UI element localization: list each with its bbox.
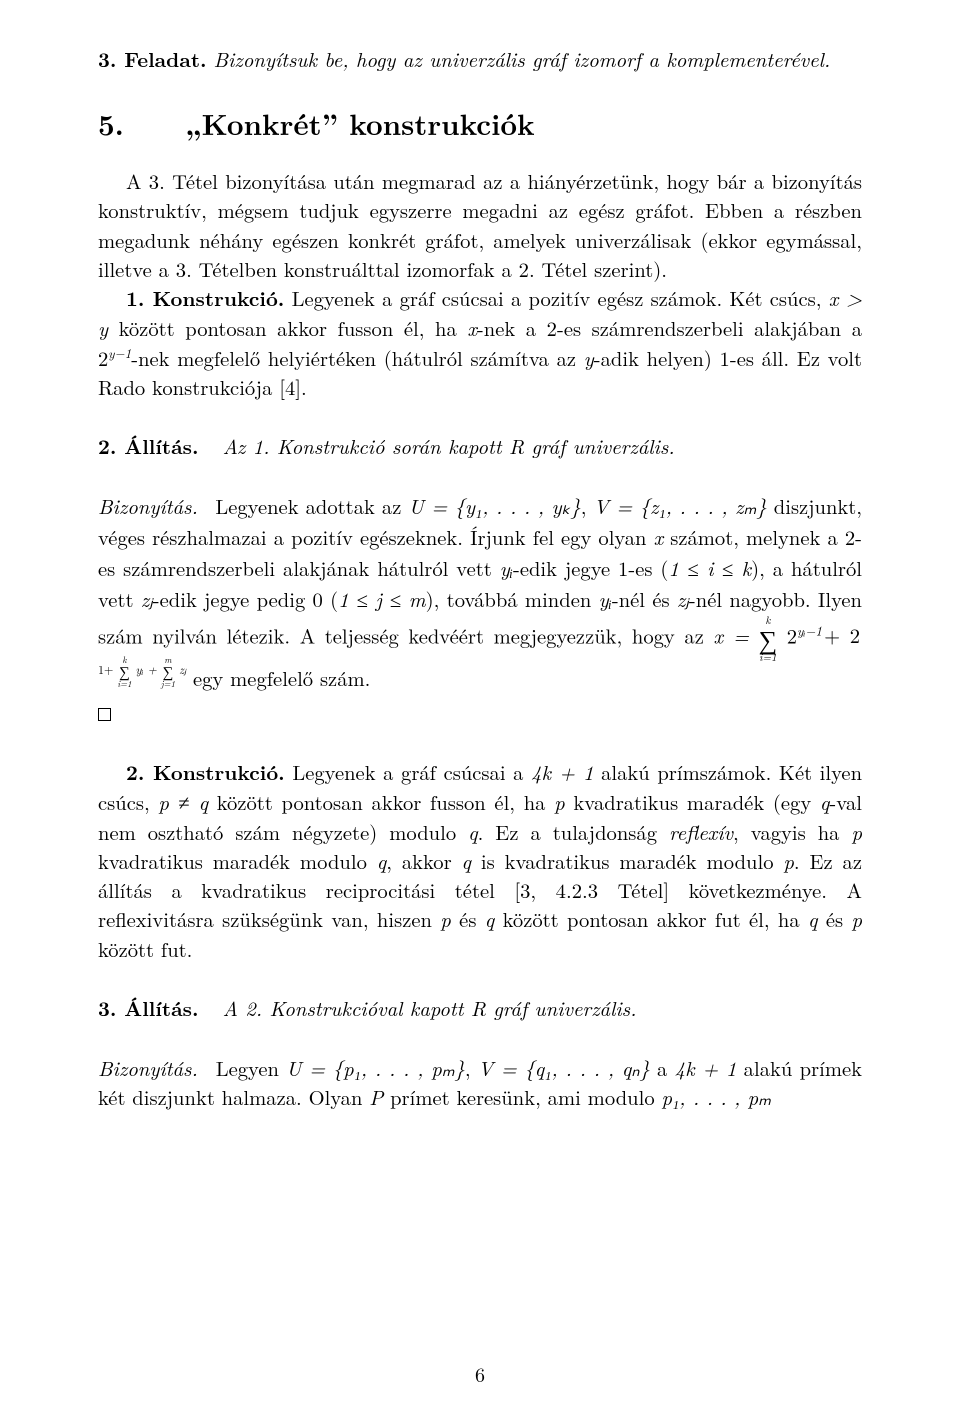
biz2-label: Bizonyítás. [98, 491, 198, 520]
k2-form: 4k + 1 [531, 757, 594, 786]
k2-q3: q [377, 846, 386, 875]
k2-mid9: is kvadratikus maradék modulo [471, 846, 783, 875]
biz3-pre: Legyen [216, 1053, 286, 1082]
k2-pneq: p ≠ q [158, 787, 208, 816]
biz2-x: x [654, 522, 664, 551]
biz3-comma: , [465, 1053, 478, 1082]
biz2-mid6: ), továbbá minden [426, 584, 599, 613]
biz2-U: U = {y₁, . . . , yₖ} [408, 491, 580, 520]
expB-term: zⱼ [179, 661, 186, 678]
k2-q: q [820, 787, 829, 816]
k2-mid7: kvadratikus maradék modulo [98, 846, 377, 875]
k2-end: között fut. [98, 934, 192, 963]
outer-exponent: 1+ k ∑ i=1 yᵢ + m ∑ j=1 zⱼ [98, 655, 186, 688]
sum-1: k ∑ i=1 [759, 615, 778, 663]
biz2-zj2: zⱼ [677, 584, 689, 613]
expA-term: yᵢ + [136, 661, 157, 678]
biz3-mid1: a [650, 1053, 675, 1082]
k2-mid8: , akkor [386, 846, 461, 875]
k2-mid2: között pontosan akkor fusson él, ha [208, 787, 554, 816]
bizonyitas-3: Bizonyítás. Legyen U = {p₁, . . . , pₘ},… [98, 1053, 862, 1111]
biz3-mid3: prímet keresünk, ami modulo [383, 1082, 661, 1111]
biz2-ri: 1 ≤ i ≤ k [668, 553, 751, 582]
k2-p: p [554, 787, 565, 816]
allitas-3: 3. Állítás. A 2. Konstrukcióval kapott R… [98, 993, 862, 1023]
k2-q6: q [808, 904, 817, 933]
intro-paragraph: A 3. Tétel bizonyítása után megmarad az … [98, 166, 862, 283]
bizonyitas-2: Bizonyítás. Legyenek adottak az U = {y₁,… [98, 491, 862, 696]
k1-base: 2 [98, 343, 108, 372]
k1-expo: y−1 [108, 343, 131, 362]
konstrukcio-1-label: 1. Konstrukció. [126, 284, 284, 313]
k1-mid2: -nek a 2-es számrendszerbeli alakjában a [477, 313, 862, 342]
k2-mid6: , vagyis ha [733, 817, 851, 846]
term1-base: 2 [787, 620, 797, 649]
biz2-comma: , [581, 491, 594, 520]
k2-reflexiv: reflexív [669, 817, 733, 846]
sum1-bottom: i=1 [759, 652, 778, 663]
biz2-zj: zⱼ [141, 584, 153, 613]
k2-mid11: között pontosan akkor fut él, ha [494, 904, 808, 933]
sigma-1: ∑ [759, 626, 778, 652]
k1-mid3: -nek megfelelő helyiértéken (hátulról sz… [131, 343, 584, 372]
term1-exp: yᵢ−1 [797, 620, 822, 639]
biz2-tail: egy megfelelő szám. [186, 663, 370, 692]
k2-q2: q [468, 817, 477, 846]
qed-2 [98, 698, 862, 727]
biz3-V: V = {q₁, . . . , qₙ} [478, 1053, 650, 1082]
konstrukcio-2-label: 2. Konstrukció. [126, 758, 285, 787]
expA-bot: i=1 [117, 679, 131, 688]
exp-sum-B: m ∑ j=1 [161, 655, 175, 688]
exp-prefix: 1+ [98, 661, 113, 678]
allitas-2-text: Az 1. Konstrukció során kapott R gráf un… [223, 431, 675, 460]
biz2-yi: yᵢ [500, 553, 513, 582]
biz2-V: V = {z₁, . . . , zₘ} [594, 491, 767, 520]
biz3-form: 4k + 1 [675, 1053, 737, 1082]
qed-box-icon [98, 708, 111, 721]
k1-pre: Legyenek a gráf csúcsai a pozitív egész … [292, 283, 829, 312]
section-title-text: „Konkrét” konstrukciók [185, 102, 535, 144]
section-5-heading: 5. „Konkrét” konstrukciók [98, 102, 862, 144]
biz3-label: Bizonyítás. [98, 1053, 198, 1082]
biz2-yi2: yᵢ [599, 584, 612, 613]
page: 3. Feladat. Bizonyítsuk be, hogy az univ… [0, 0, 960, 1414]
k1-x: x [467, 313, 477, 342]
section-number: 5. [98, 102, 124, 144]
allitas-3-text: A 2. Konstrukcióval kapott R gráf univer… [223, 993, 637, 1022]
exp-sum-A: k ∑ i=1 [117, 655, 131, 688]
allitas-2: 2. Állítás. Az 1. Konstrukció során kapo… [98, 431, 862, 461]
k1-y: y [584, 343, 594, 372]
k2-pre: Legyenek a gráf csúcsai a [292, 757, 531, 786]
konstrukcio-1: 1. Konstrukció. Legyenek a gráf csúcsai … [98, 283, 862, 401]
k2-p2: p [851, 817, 862, 846]
biz2-pre: Legyenek adottak az [215, 491, 408, 520]
k2-p3: p [783, 846, 794, 875]
k2-q4: q [462, 846, 471, 875]
allitas-2-label: 2. Állítás. [98, 432, 199, 461]
biz3-U: U = {p₁, . . . , pₘ} [286, 1053, 465, 1082]
expB-bot: j=1 [161, 679, 175, 688]
biz2-rj: 1 ≤ j ≤ m [338, 584, 426, 613]
biz2-xeq: x = [713, 620, 748, 649]
biz3-P: P [369, 1082, 383, 1111]
k2-q5: q [485, 904, 494, 933]
konstrukcio-2: 2. Konstrukció. Legyenek a gráf csúcsai … [98, 757, 862, 963]
k2-and: és [451, 904, 485, 933]
k2-mid3: kvadratikus maradék (egy [565, 787, 820, 816]
plus: + 2 [822, 620, 862, 649]
k2-mid5: . Ez a tulajdonság [478, 817, 669, 846]
feladat-3-label: 3. Feladat. [98, 45, 207, 74]
biz3-ps: p₁, . . . , pₘ [662, 1082, 772, 1111]
biz2-mid7: -nél és [612, 584, 677, 613]
k1-mid1: között pontosan akkor fusson él, ha [108, 313, 467, 342]
page-number: 6 [0, 1359, 960, 1388]
feladat-3: 3. Feladat. Bizonyítsuk be, hogy az univ… [98, 44, 862, 74]
biz2-mid5: -edik jegye pedig 0 ( [153, 584, 338, 613]
feladat-3-text: Bizonyítsuk be, hogy az univerzális gráf… [213, 44, 830, 73]
k2-and2: és [818, 904, 852, 933]
allitas-3-label: 3. Állítás. [98, 994, 199, 1023]
k2-p5: p [851, 904, 862, 933]
biz2-mid3: -edik jegye 1-es ( [513, 553, 668, 582]
k2-p4: p [440, 904, 451, 933]
